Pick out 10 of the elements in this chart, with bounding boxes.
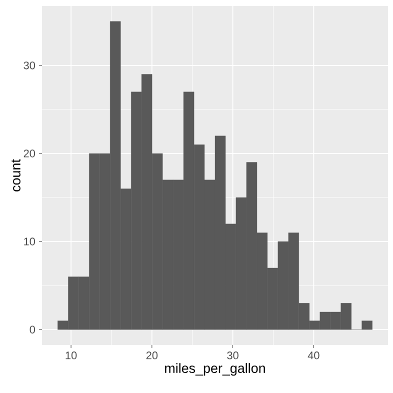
y-tick-label: 10	[24, 238, 36, 246]
y-tick-label: 0	[30, 326, 36, 334]
x-tick-label: 10	[66, 352, 77, 360]
y-tick-label: 20	[24, 150, 36, 158]
x-tick-label: 20	[146, 352, 158, 360]
x-tick-label: 40	[308, 352, 320, 360]
y-tick-label: 30	[24, 62, 36, 70]
y-axis-title: count	[12, 159, 20, 192]
x-tick-label: 30	[227, 352, 238, 360]
x-axis-title: miles_per_gallon	[165, 363, 265, 376]
